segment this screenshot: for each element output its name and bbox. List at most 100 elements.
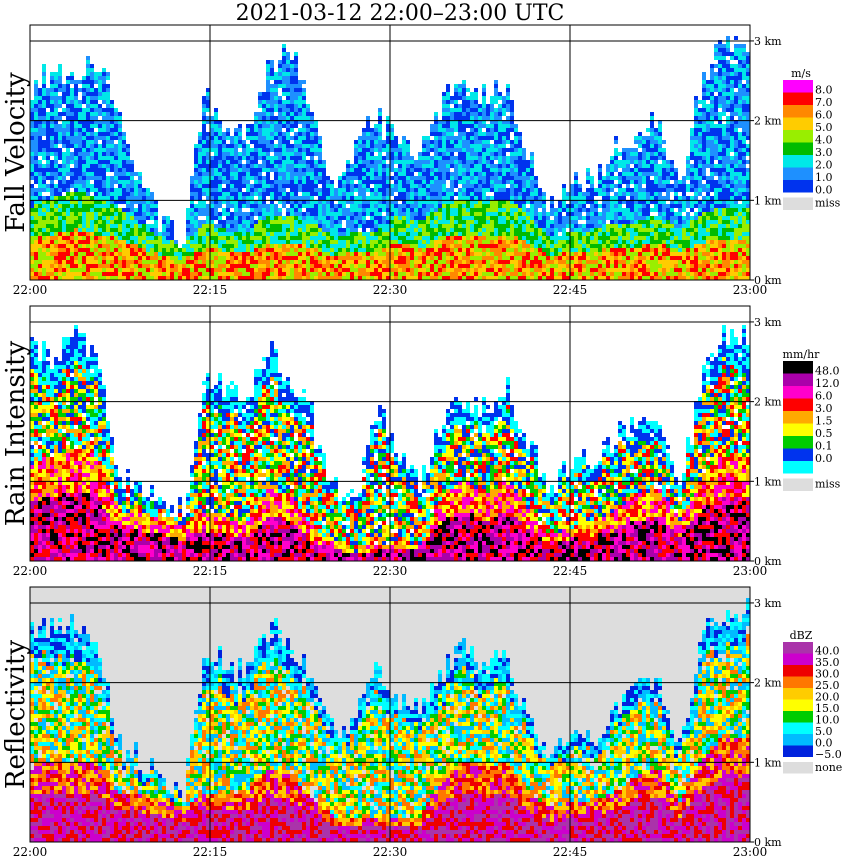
legend-label: 5.0 [815, 121, 833, 134]
height-label: 1 km [754, 756, 782, 769]
legend-swatch [783, 180, 813, 193]
legend-label: 10.0 [815, 714, 840, 727]
x-tick-label: 22:15 [193, 845, 228, 859]
x-tick-label: 22:45 [553, 283, 588, 297]
legend-swatch [783, 423, 813, 436]
legend-label: 8.0 [815, 84, 833, 97]
legend-swatch [783, 688, 813, 700]
x-tick-label: 22:30 [373, 564, 408, 578]
legend-label: 30.0 [815, 668, 840, 681]
x-tick-label: 22:00 [13, 845, 48, 859]
legend: mm/hr 48.012.06.03.01.50.50.10.0 miss [783, 348, 841, 491]
x-tick-label: 22:30 [373, 845, 408, 859]
legend-swatch [783, 386, 813, 399]
legend-swatch [783, 722, 813, 734]
x-tick-label: 22:15 [193, 283, 228, 297]
legend-unit: dBZ [790, 629, 813, 642]
x-tick-label: 22:00 [13, 283, 48, 297]
legend-label: 0.0 [815, 184, 833, 197]
legend-label: 3.0 [815, 146, 833, 159]
plot-frame [29, 586, 751, 843]
legend-swatch [783, 745, 813, 757]
legend-label: miss [815, 197, 841, 210]
legend-label: none [815, 761, 842, 774]
legend-swatch [783, 142, 813, 155]
height-label: 2 km [754, 677, 782, 690]
legend-label: 1.5 [815, 415, 833, 428]
legend-label: miss [815, 478, 841, 491]
legend-label: 12.0 [815, 377, 840, 390]
legend-swatch [783, 167, 813, 180]
legend-swatch [783, 699, 813, 711]
legend-label: 6.0 [815, 109, 833, 122]
x-tick-label: 23:00 [733, 564, 768, 578]
legend-label: 1.0 [815, 171, 833, 184]
legend-label: 0.0 [815, 737, 833, 750]
legend-label: 0.0 [815, 452, 833, 465]
legend-swatch [783, 676, 813, 688]
legend-label: 0.5 [815, 427, 833, 440]
legend-swatch [783, 734, 813, 746]
x-tick-label: 22:00 [13, 564, 48, 578]
height-label: 3 km [754, 597, 782, 610]
height-label: 3 km [754, 35, 782, 48]
legend-label: −5.0 [815, 748, 842, 761]
legend: dBZ40.035.030.025.020.015.010.05.00.0−5.… [783, 629, 842, 774]
legend-label: 15.0 [815, 702, 840, 715]
legend-label: 5.0 [815, 725, 833, 738]
legend-label: 40.0 [815, 645, 840, 658]
legend-label: 6.0 [815, 390, 833, 403]
legend-label: 20.0 [815, 691, 840, 704]
height-label: 2 km [754, 396, 782, 409]
echo-field [30, 36, 750, 280]
plot-frame [29, 24, 751, 281]
height-label: 2 km [754, 115, 782, 128]
legend-swatch [783, 653, 813, 665]
legend-swatch [783, 373, 813, 386]
x-tick-label: 23:00 [733, 845, 768, 859]
panel-1: 22:00 22:15 22:30 22:45 23:000 km 1 km 2 km 3 k… [1, 305, 841, 578]
legend-swatch [783, 478, 813, 491]
legend-label: 48.0 [815, 365, 840, 378]
legend-label: 7.0 [815, 96, 833, 109]
plot-frame [29, 305, 751, 562]
legend-label: 3.0 [815, 402, 833, 415]
chart-title: 2021-03-12 22:00–23:00 UTC [235, 1, 565, 26]
legend-swatch [783, 130, 813, 143]
height-label: 0 km [754, 836, 782, 849]
legend-label: 0.1 [815, 440, 833, 453]
panel-title: Rain Intensity [1, 340, 31, 526]
legend-swatch [783, 762, 813, 774]
legend-swatch [783, 398, 813, 411]
legend-unit: mm/hr [783, 348, 821, 361]
height-label: 3 km [754, 316, 782, 329]
panel-title: Fall Velocity [1, 72, 31, 233]
legend-label: 2.0 [815, 159, 833, 172]
echo-field [30, 325, 750, 561]
legend-swatch [783, 665, 813, 677]
grid-lines [30, 25, 750, 280]
legend-swatch [783, 80, 813, 93]
legend-swatch [783, 711, 813, 723]
legend-swatch [783, 461, 813, 474]
x-tick-label: 22:30 [373, 283, 408, 297]
height-label: 1 km [754, 194, 782, 207]
legend-swatch [783, 117, 813, 130]
legend-swatch [783, 361, 813, 374]
x-tick-label: 22:45 [553, 564, 588, 578]
legend-swatch [783, 197, 813, 210]
legend-swatch [783, 92, 813, 105]
legend-label: 35.0 [815, 656, 840, 669]
legend-swatch [783, 642, 813, 654]
panel-0: 22:00 22:15 22:30 22:45 23:000 km 1 km 2 km 3 k… [1, 24, 841, 297]
legend-swatch [783, 436, 813, 449]
x-tick-label: 22:15 [193, 564, 228, 578]
height-label: 0 km [754, 274, 782, 287]
panel-title: Reflectivity [1, 640, 31, 789]
x-tick-label: 23:00 [733, 283, 768, 297]
grid-lines [30, 306, 750, 561]
height-label: 1 km [754, 475, 782, 488]
legend-swatch [783, 411, 813, 424]
